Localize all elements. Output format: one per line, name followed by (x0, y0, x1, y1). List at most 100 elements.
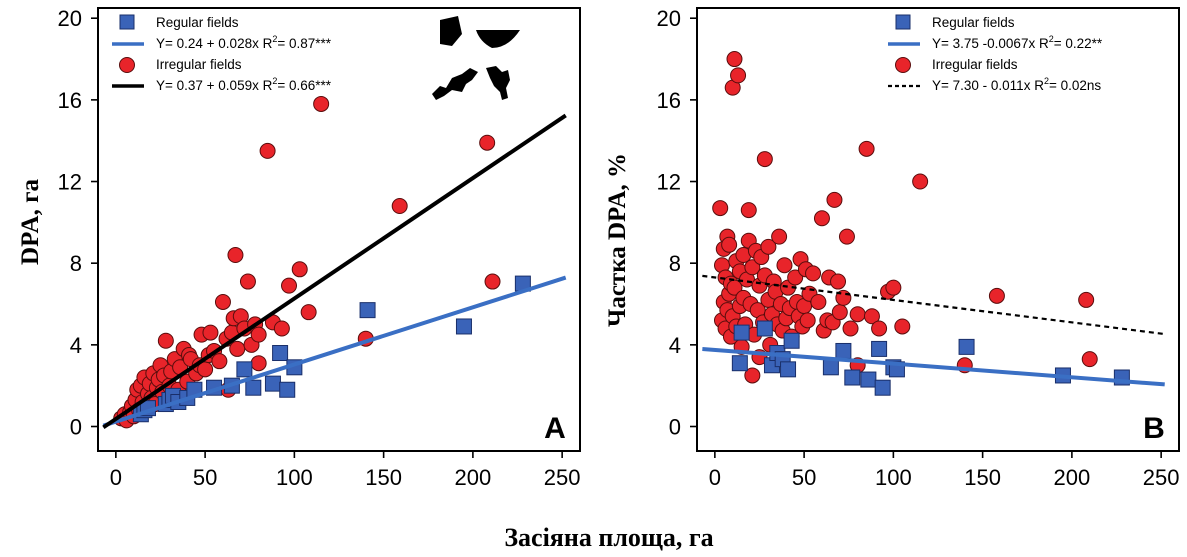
irregular-field-point (894, 318, 911, 335)
regular-field-point (272, 345, 289, 362)
x-tick-label: 100 (875, 465, 912, 490)
regular-field-point (780, 361, 797, 378)
irregular-field-point (479, 134, 496, 151)
irregular-field-point (214, 293, 231, 310)
irregular-field-point (830, 273, 847, 290)
irregular-field-point (858, 140, 875, 157)
panel-a-legend: Regular fields Y= 0.24 + 0.028x R2= 0.87*… (112, 14, 332, 93)
x-tick-label: 50 (193, 465, 217, 490)
legend-regular-label: Regular fields (932, 15, 1015, 30)
x-tick-label: 200 (455, 465, 492, 490)
legend-irregular-fit-equation: Y= 0.37 + 0.059x R2= 0.66*** (156, 76, 332, 93)
regular-field-point (958, 338, 975, 355)
irregular-field-shape-icon (486, 66, 510, 100)
regular-field-point (783, 332, 800, 349)
irregular-field-point (838, 228, 855, 245)
legend-regular-label: Regular fields (156, 15, 239, 30)
irregular-field-point (849, 306, 866, 323)
shared-xlabel: Засіяна площа, га (504, 523, 713, 552)
irregular-field-shape-icon (432, 68, 478, 100)
legend-irregular-label: Irregular fields (156, 57, 242, 72)
irregular-field-point (726, 279, 743, 296)
irregular-field-point (776, 257, 793, 274)
regular-fit-line (102, 275, 567, 428)
irregular-field-point (805, 265, 822, 282)
irregular-field-point (813, 210, 830, 227)
regular-field-point (279, 381, 296, 398)
irregular-field-point (250, 326, 267, 343)
panel-a-letter: A (544, 412, 566, 445)
legend-irregular-label: Irregular fields (932, 57, 1018, 72)
field-shape-insets (432, 16, 520, 100)
regular-field-point (822, 359, 839, 376)
y-tick-label: 16 (657, 88, 681, 113)
irregular-field-point (211, 353, 228, 370)
irregular-field-point (885, 279, 902, 296)
irregular-field-point (1081, 351, 1098, 368)
regular-field-point (874, 379, 891, 396)
regular-field-point (733, 324, 750, 341)
y-tick-label: 8 (669, 251, 681, 276)
legend-regular-fit-equation: Y= 3.75 -0.0067x R2= 0.22** (932, 34, 1103, 51)
y-tick-label: 20 (657, 6, 681, 31)
irregular-fields-points (712, 51, 1098, 384)
irregular-field-point (760, 238, 777, 255)
panel-b-letter: B (1143, 412, 1165, 445)
irregular-field-point (484, 273, 501, 290)
panel-a-plot (102, 95, 567, 430)
irregular-field-point (281, 277, 298, 294)
panel-b-ticks: 0 50 100 150 200 250 0 4 8 12 16 20 (657, 6, 1180, 490)
y-tick-label: 0 (70, 415, 82, 440)
irregular-field-point (744, 259, 761, 276)
x-tick-label: 0 (110, 465, 122, 490)
panel-a: DPA, га A 0 50 100 150 200 250 0 4 8 12 16 20 Regula… (17, 6, 581, 490)
y-tick-label: 20 (58, 6, 82, 31)
y-tick-label: 4 (669, 333, 681, 358)
irregular-field-point (912, 173, 929, 190)
irregular-field-point (988, 287, 1005, 304)
regular-field-point (871, 340, 888, 357)
irregular-field-point (239, 273, 256, 290)
x-tick-label: 150 (964, 465, 1001, 490)
irregular-field-point (1078, 291, 1095, 308)
panel-b: Частка DPA, % B 0 50 100 150 200 250 0 4 8 12 16 20… (604, 6, 1180, 490)
irregular-field-point (863, 308, 880, 325)
irregular-fit-line (102, 113, 567, 430)
regular-field-point (236, 361, 253, 378)
legend-irregular-marker (895, 57, 911, 73)
x-tick-label: 100 (276, 465, 313, 490)
irregular-field-point (771, 228, 788, 245)
regular-field-point (245, 379, 262, 396)
irregular-field-point (291, 261, 308, 278)
irregular-field-point (810, 293, 827, 310)
irregular-field-point (712, 200, 729, 217)
panel-a-ylabel: DPA, га (17, 179, 44, 265)
y-tick-label: 16 (58, 88, 82, 113)
y-tick-label: 12 (58, 170, 82, 195)
irregular-field-point (756, 151, 773, 168)
irregular-field-point (740, 202, 757, 219)
x-tick-label: 250 (544, 465, 581, 490)
irregular-field-point (799, 312, 816, 329)
irregular-field-point (730, 67, 747, 84)
regular-field-point (835, 342, 852, 359)
regular-field-shape-icon (476, 30, 520, 48)
irregular-field-point (721, 236, 738, 253)
irregular-field-point (250, 355, 267, 372)
panel-b-legend: Regular fields Y= 3.75 -0.0067x R2= 0.22*… (888, 14, 1103, 93)
y-tick-label: 12 (657, 170, 681, 195)
irregular-field-point (842, 320, 859, 337)
y-tick-label: 8 (70, 251, 82, 276)
irregular-field-point (826, 191, 843, 208)
regular-fit-line (702, 346, 1165, 387)
irregular-field-point (229, 340, 246, 357)
irregular-field-point (202, 324, 219, 341)
regular-field-point (860, 371, 877, 388)
irregular-field-point (871, 320, 888, 337)
regular-field-shape-icon (440, 16, 462, 46)
irregular-field-point (787, 269, 804, 286)
panel-b-ylabel: Частка DPA, % (604, 153, 631, 327)
regular-field-point (455, 318, 472, 335)
regular-field-point (264, 375, 281, 392)
panel-b-plot (702, 51, 1165, 396)
